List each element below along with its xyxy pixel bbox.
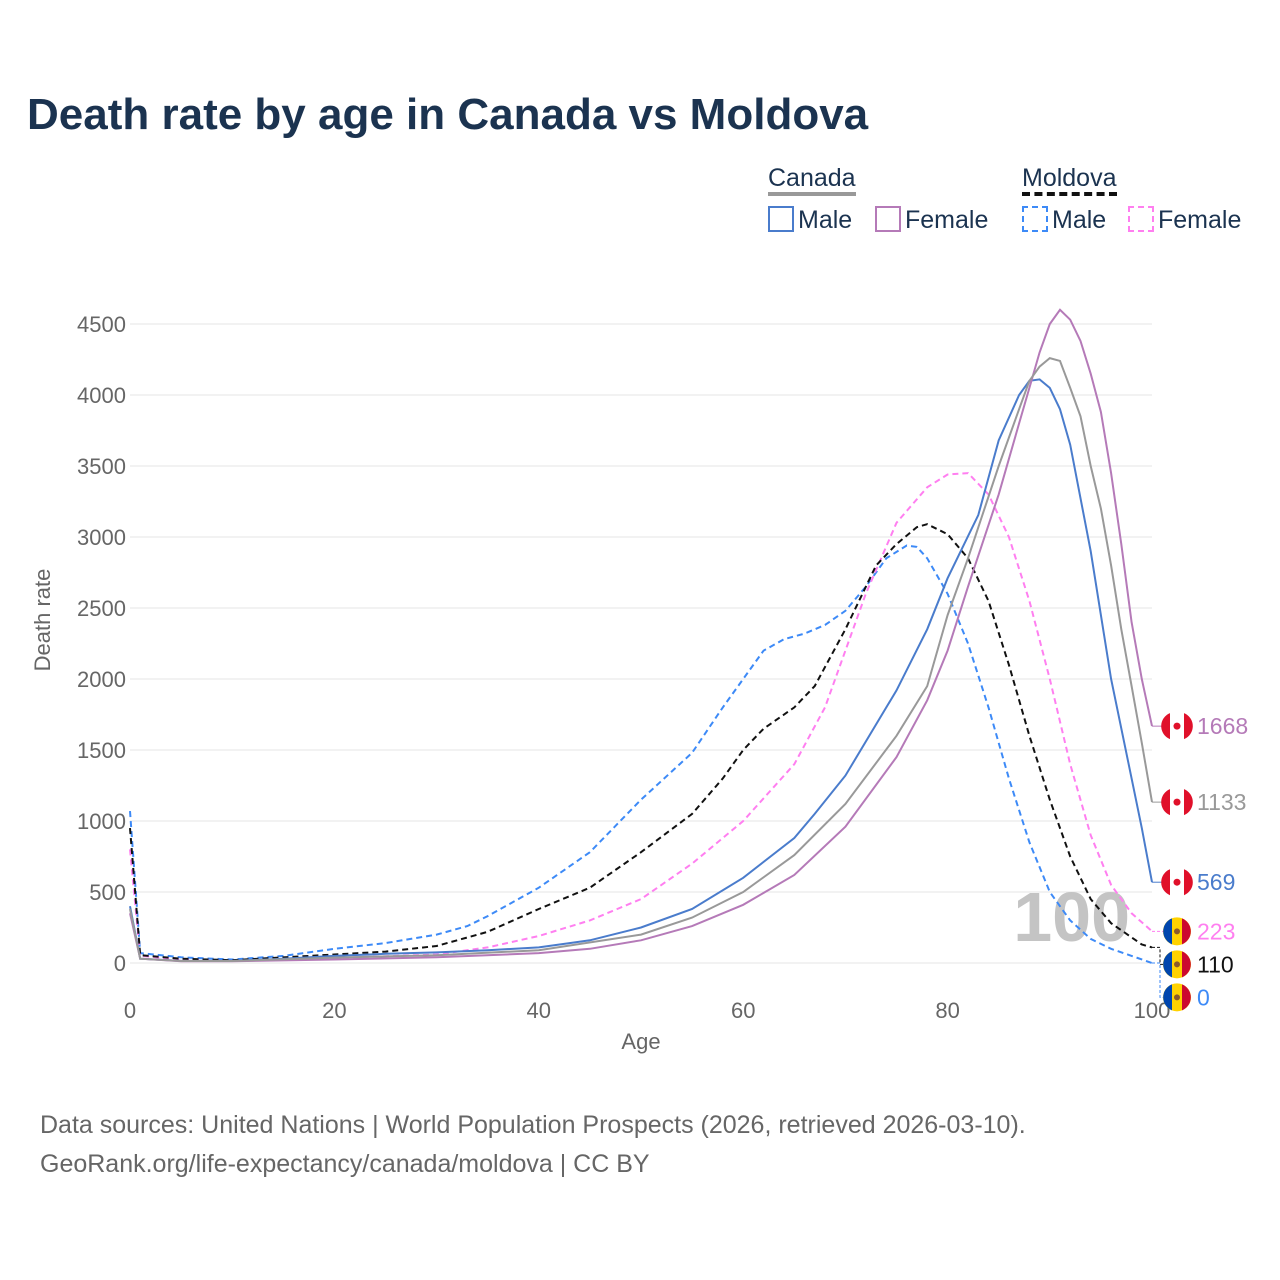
legend-label: Female	[905, 206, 989, 234]
chart-title: Death rate by age in Canada vs Moldova	[27, 90, 869, 139]
label-connector	[1152, 962, 1163, 998]
legend-moldova-female[interactable]: Female	[1128, 206, 1241, 235]
flag-band	[1161, 713, 1170, 740]
series-line-canada-male	[129, 378, 1153, 962]
end-value-label: 1668	[1197, 713, 1248, 739]
y-tick-label: 500	[89, 880, 126, 905]
source-note: Data sources: United Nations | World Pop…	[40, 1106, 1026, 1184]
legend-canada-male[interactable]: Male	[768, 206, 852, 235]
x-tick-label: 20	[322, 998, 346, 1023]
flag-band	[1163, 918, 1172, 945]
y-tick-label: 2000	[77, 667, 126, 692]
legend-group-canada: Canada	[768, 164, 856, 196]
flag-band	[1161, 789, 1170, 816]
x-axis-label: Age	[621, 1029, 660, 1054]
end-value-label: 223	[1197, 918, 1235, 944]
end-value-label: 569	[1197, 869, 1235, 895]
series-line-canada-female	[129, 308, 1153, 963]
series-line-moldova-total	[129, 523, 1153, 962]
flag-band	[1182, 984, 1191, 1011]
coat-of-arms	[1174, 928, 1180, 935]
flag-band	[1182, 918, 1191, 945]
legend-moldova-male[interactable]: Male	[1022, 206, 1106, 235]
end-value-label: 110	[1197, 951, 1234, 977]
y-tick-label: 3500	[77, 454, 126, 479]
legend-label: Female	[1158, 206, 1242, 234]
x-tick-label: 0	[124, 998, 136, 1023]
flag-band	[1163, 984, 1172, 1011]
maple-leaf	[1173, 798, 1181, 806]
end-value-label: 1133	[1197, 789, 1246, 815]
source-link[interactable]: GeoRank.org/life-expectancy/canada/moldo…	[40, 1150, 650, 1178]
legend-canada-female[interactable]: Female	[875, 206, 988, 235]
legend-swatch	[1128, 206, 1154, 232]
x-tick-label: 60	[731, 998, 755, 1023]
legend-swatch	[768, 206, 794, 232]
series-line-moldova-male	[129, 544, 1153, 964]
series-line-moldova-female	[129, 472, 1153, 962]
flag-band	[1184, 713, 1193, 740]
flag-band	[1184, 789, 1193, 816]
y-tick-label: 4000	[77, 383, 126, 408]
maple-leaf	[1173, 878, 1181, 886]
y-tick-label: 1000	[77, 809, 126, 834]
legend-label: Male	[798, 206, 853, 234]
series-line-canada-total	[129, 356, 1153, 962]
flag-band	[1161, 869, 1170, 896]
coat-of-arms	[1174, 994, 1180, 1001]
coat-of-arms	[1174, 961, 1180, 968]
flag-band	[1184, 869, 1193, 896]
maple-leaf	[1173, 722, 1181, 730]
flag-band	[1182, 951, 1191, 978]
source-line: Data sources: United Nations | World Pop…	[40, 1111, 1026, 1139]
y-tick-label: 3000	[77, 525, 126, 550]
current-age-watermark: 100	[1013, 878, 1130, 956]
legend-swatch	[1022, 206, 1048, 232]
end-value-label: 0	[1197, 984, 1210, 1010]
legend-group-moldova: Moldova	[1022, 164, 1117, 196]
x-tick-label: 80	[935, 998, 959, 1023]
y-tick-label: 4500	[77, 312, 126, 337]
y-tick-label: 0	[114, 951, 126, 976]
y-tick-label: 1500	[77, 738, 126, 763]
flag-band	[1163, 951, 1172, 978]
y-axis-label: Death rate	[30, 569, 55, 672]
y-tick-label: 2500	[77, 596, 126, 621]
legend-swatch	[875, 206, 901, 232]
label-connector	[1152, 946, 1163, 965]
x-tick-label: 40	[527, 998, 551, 1023]
legend-label: Male	[1052, 206, 1107, 234]
